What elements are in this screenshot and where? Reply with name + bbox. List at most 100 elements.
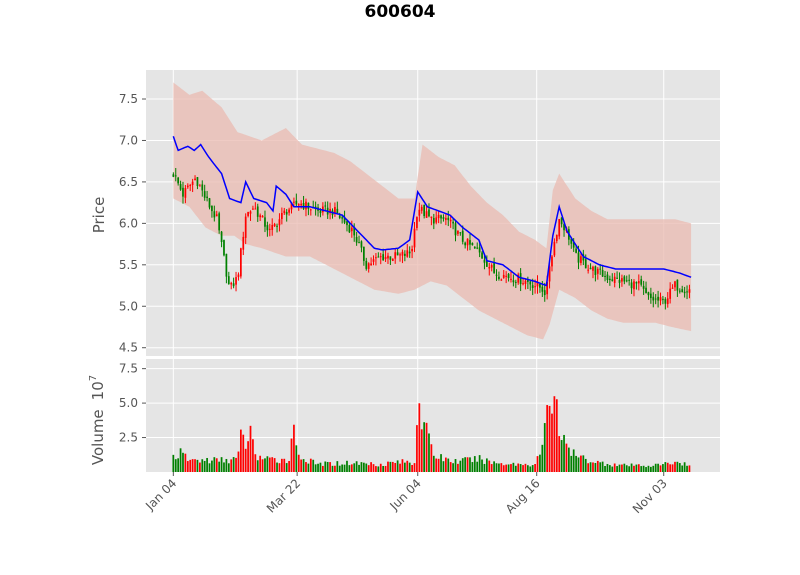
candle-body bbox=[647, 292, 650, 296]
candle-body bbox=[194, 178, 196, 181]
candle-body bbox=[435, 217, 438, 223]
candle-body bbox=[500, 279, 503, 281]
candle-body bbox=[271, 225, 274, 230]
volume-bar bbox=[411, 465, 413, 472]
volume-bar bbox=[377, 466, 380, 472]
candle-body bbox=[430, 216, 433, 218]
candle-body bbox=[551, 256, 553, 267]
candle-body bbox=[350, 227, 353, 232]
volume-bar bbox=[560, 440, 563, 472]
candle-body bbox=[201, 184, 204, 191]
candle-body bbox=[440, 215, 442, 219]
candle-body bbox=[280, 213, 283, 220]
candle-body bbox=[408, 251, 411, 254]
volume-bar bbox=[461, 458, 464, 472]
volume-bar bbox=[531, 465, 534, 472]
volume-bar bbox=[211, 460, 213, 472]
candle-body bbox=[239, 248, 242, 277]
candle-body bbox=[182, 187, 184, 197]
volume-bar bbox=[534, 464, 536, 472]
candle-body bbox=[478, 247, 481, 253]
volume-bar bbox=[334, 465, 336, 472]
volume-bar bbox=[309, 458, 312, 472]
volume-bar bbox=[365, 463, 368, 472]
volume-bar bbox=[413, 463, 416, 472]
volume-bar bbox=[519, 464, 522, 472]
volume-bar bbox=[244, 448, 247, 472]
candle-body bbox=[384, 256, 387, 260]
candle-body bbox=[399, 254, 401, 256]
volume-bar bbox=[336, 461, 339, 472]
volume-bar bbox=[239, 429, 242, 472]
candle-body bbox=[290, 202, 293, 210]
volume-bar bbox=[227, 463, 230, 472]
volume-bar bbox=[432, 455, 435, 472]
candle-body bbox=[341, 217, 344, 219]
candle-body bbox=[283, 210, 286, 214]
volume-bar bbox=[514, 465, 517, 472]
volume-bar bbox=[295, 445, 298, 472]
volume-bar bbox=[659, 465, 662, 472]
candle-body bbox=[507, 273, 510, 279]
candle-body bbox=[637, 281, 640, 284]
candle-body bbox=[529, 281, 532, 285]
candle-body bbox=[606, 274, 609, 280]
candle-body bbox=[261, 215, 264, 218]
volume-bar bbox=[676, 461, 679, 472]
candle-body bbox=[459, 232, 462, 234]
candle-body bbox=[669, 288, 672, 299]
price-tick-label: 6.0 bbox=[119, 216, 138, 230]
volume-bar bbox=[416, 425, 418, 472]
volume-bar bbox=[203, 460, 206, 472]
volume-bar bbox=[198, 462, 201, 472]
volume-bar bbox=[348, 465, 351, 472]
candle-body bbox=[539, 283, 541, 288]
candle-body bbox=[678, 290, 681, 292]
volume-bar bbox=[389, 461, 392, 472]
volume-bar bbox=[399, 463, 401, 472]
candle-body bbox=[266, 225, 269, 231]
volume-bar bbox=[652, 465, 655, 472]
price-axis-label: Price bbox=[90, 197, 108, 234]
volume-bar bbox=[490, 464, 493, 472]
candle-body bbox=[592, 266, 594, 271]
candle-body bbox=[413, 228, 416, 248]
volume-bar bbox=[218, 461, 221, 472]
candle-body bbox=[613, 276, 616, 283]
candle-body bbox=[589, 267, 592, 270]
volume-bar bbox=[688, 465, 691, 472]
candle-body bbox=[302, 203, 305, 209]
volume-bar bbox=[280, 458, 283, 472]
volume-bar bbox=[616, 466, 618, 472]
candle-body bbox=[577, 252, 580, 263]
volume-bar bbox=[425, 422, 428, 472]
volume-bar bbox=[524, 463, 527, 472]
candle-body bbox=[186, 185, 189, 188]
volume-bar bbox=[300, 459, 303, 472]
volume-bar bbox=[565, 443, 568, 472]
volume-label-text: Volume bbox=[89, 409, 107, 465]
volume-panel-background bbox=[146, 359, 720, 472]
volume-bar bbox=[522, 465, 524, 472]
candle-body bbox=[252, 208, 254, 210]
candle-body bbox=[662, 298, 664, 300]
volume-bar bbox=[594, 462, 597, 472]
candle-body bbox=[444, 217, 447, 220]
candle-body bbox=[608, 278, 611, 281]
volume-bar bbox=[608, 465, 611, 472]
candle-body bbox=[683, 291, 686, 294]
volume-bar bbox=[220, 457, 223, 472]
candle-body bbox=[355, 236, 358, 243]
candle-body bbox=[587, 269, 590, 271]
volume-bar bbox=[457, 463, 459, 472]
volume-bar bbox=[247, 441, 249, 472]
volume-bar bbox=[587, 463, 590, 472]
candle-body bbox=[674, 281, 676, 288]
candle-body bbox=[454, 223, 457, 236]
volume-bar bbox=[517, 463, 520, 472]
volume-bar bbox=[278, 463, 281, 472]
volume-bar bbox=[485, 458, 488, 472]
volume-bar bbox=[254, 454, 257, 472]
candle-body bbox=[447, 217, 450, 221]
candle-body bbox=[628, 279, 631, 281]
